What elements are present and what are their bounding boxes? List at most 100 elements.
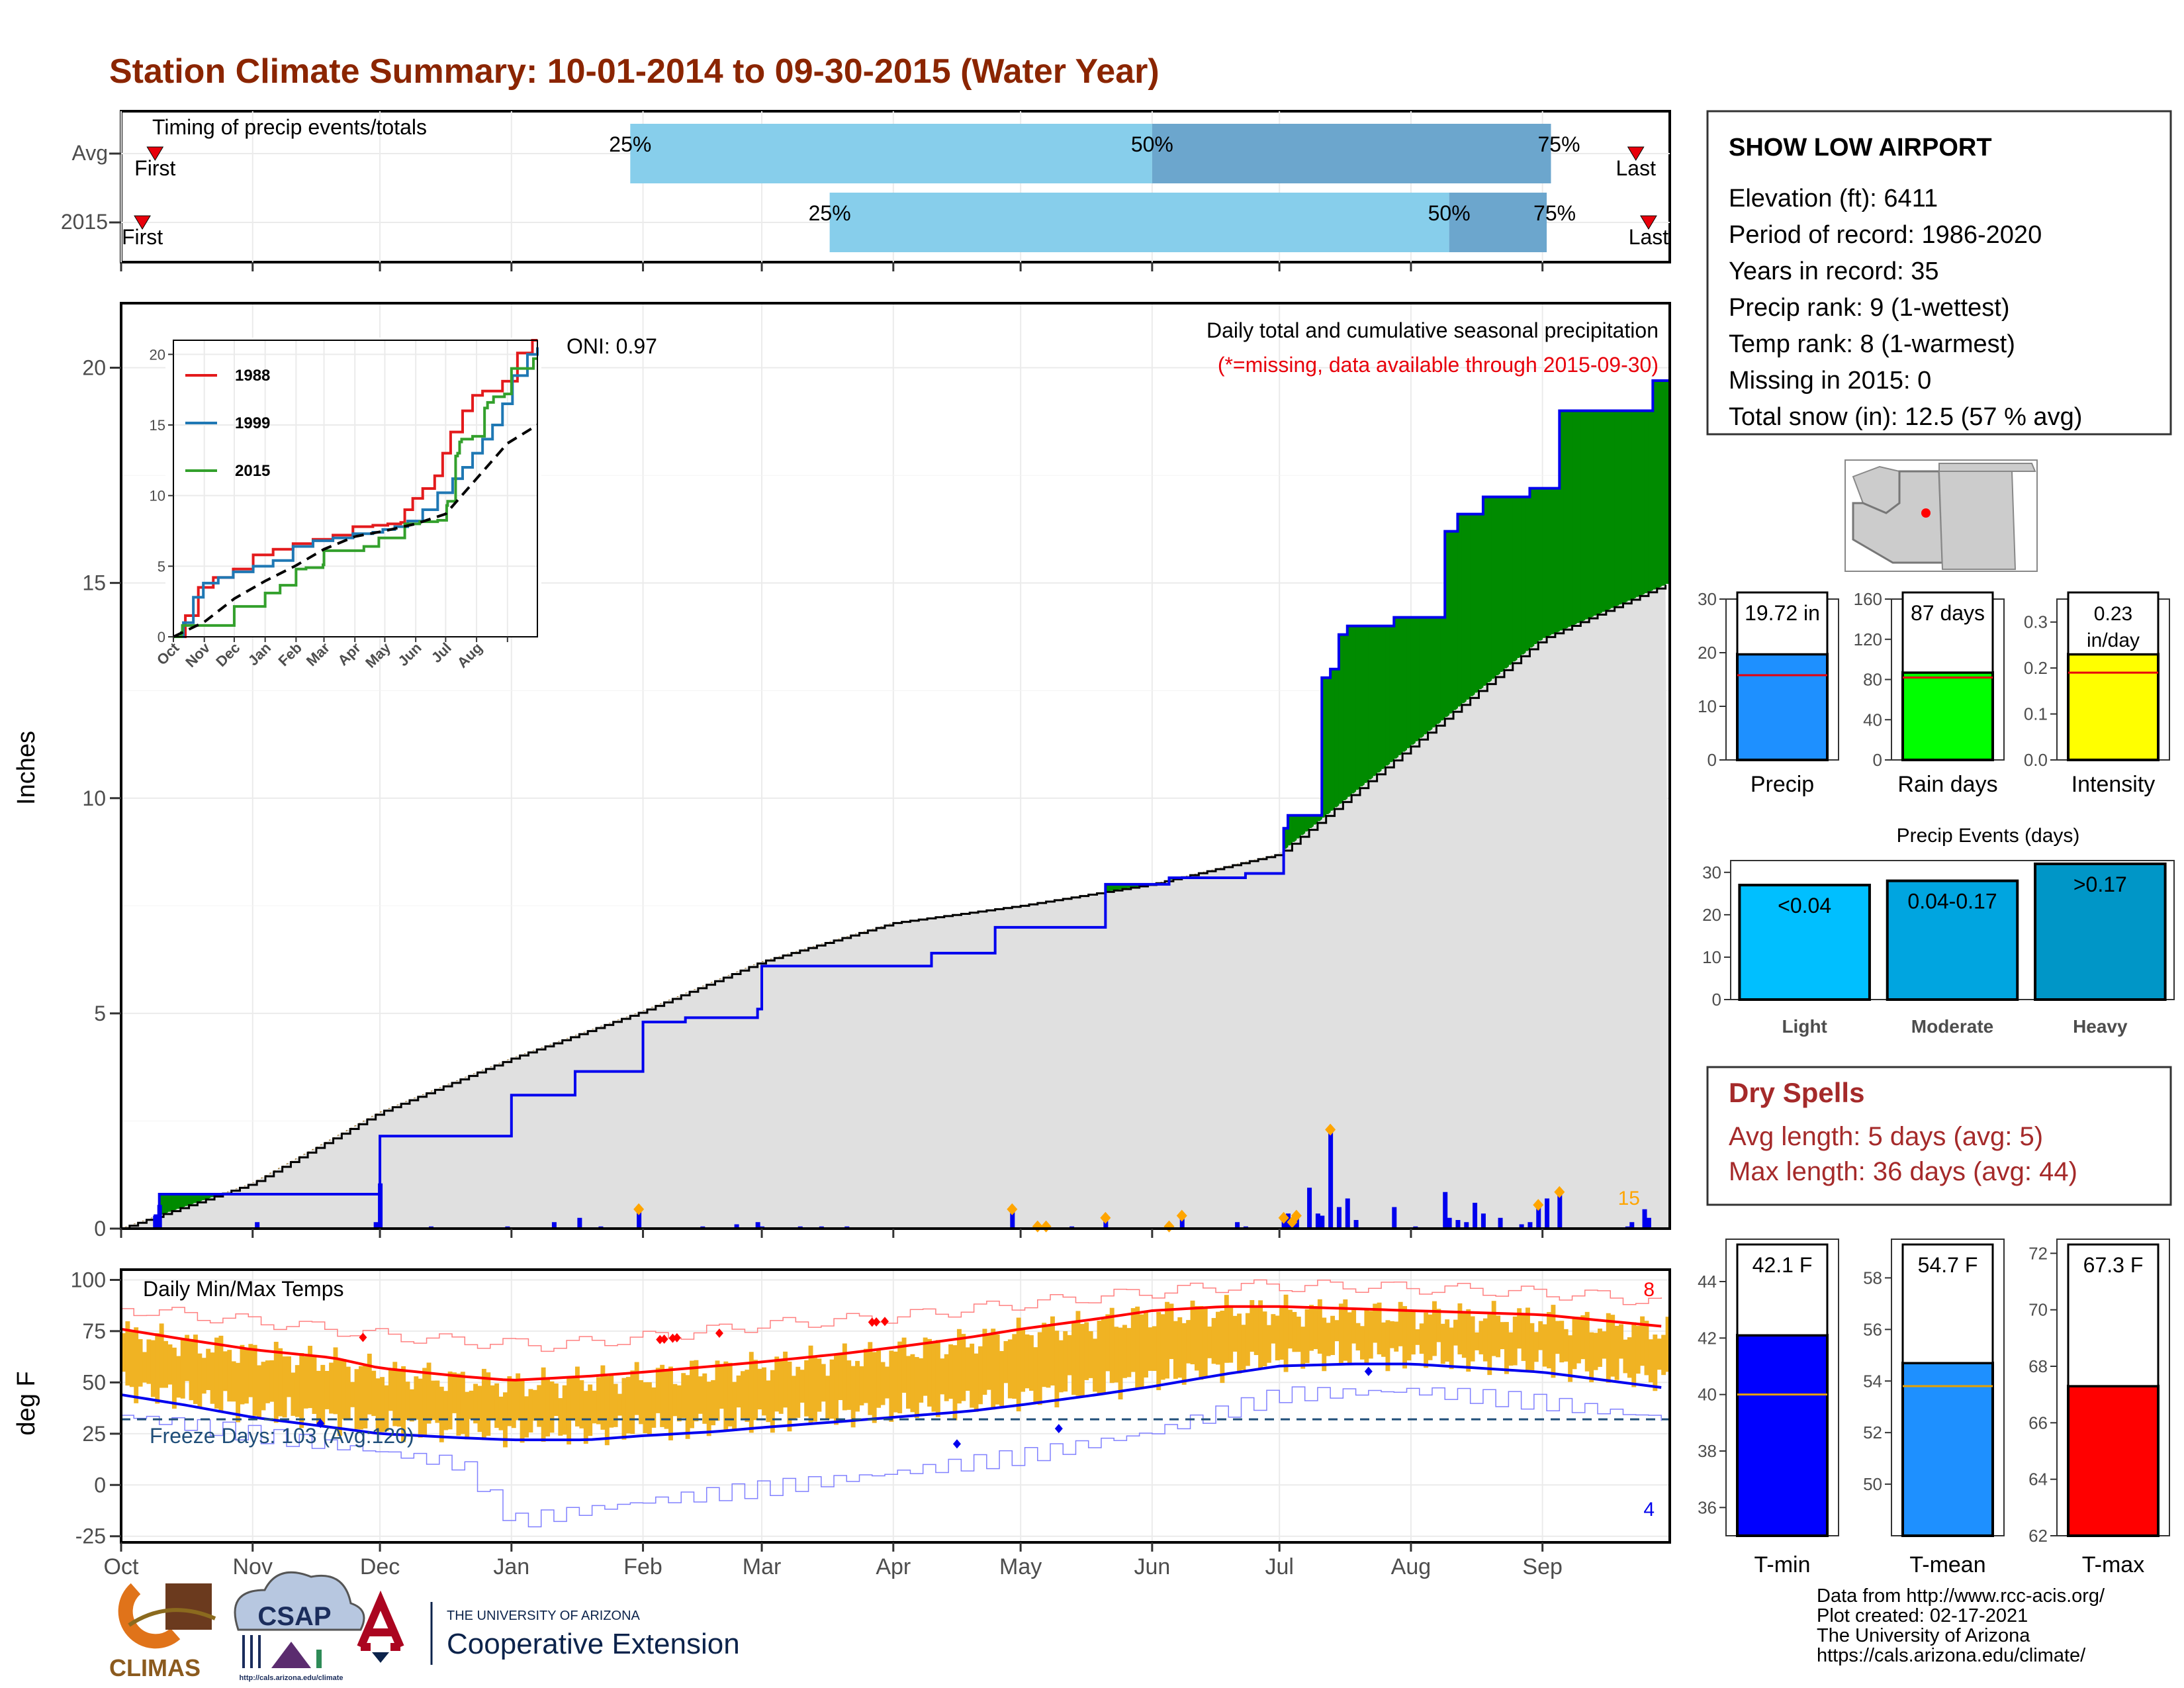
daily-temp-bar: [337, 1358, 342, 1436]
daily-temp-bar: [1220, 1310, 1225, 1383]
daily-temp-bar: [541, 1367, 546, 1442]
above-normal-fill: [1440, 617, 1445, 721]
above-normal-fill: [1563, 410, 1569, 629]
daily-temp-bar: [1533, 1332, 1539, 1362]
precip-y-axis: 0 5 10 15 20: [82, 356, 121, 1241]
first-label: First: [134, 156, 175, 180]
above-normal-fill: [1559, 410, 1565, 631]
timing-labels: Avg 25% 50% 75% First Last 2015 25% 50% 75% First L…: [61, 132, 1668, 249]
daily-temp-bar: [914, 1356, 919, 1419]
inset-legend: 1988 1999 2015: [185, 367, 270, 480]
above-normal-fill: [1542, 488, 1547, 638]
temp-y-tick-label: -25: [75, 1524, 106, 1548]
daily-precip-bar: [157, 1205, 162, 1229]
summary-y-tick-label: 120: [1854, 630, 1882, 649]
daily-temp-bar: [1224, 1295, 1229, 1363]
daily-temp-bar: [180, 1338, 185, 1399]
precip-y-tick-label: 15: [82, 571, 106, 595]
daily-temp-bar: [1547, 1312, 1551, 1369]
above-normal-fill: [1475, 514, 1480, 693]
daily-temp-bar: [1088, 1331, 1093, 1378]
daily-temp-bar: [537, 1385, 542, 1427]
daily-temp-bar: [520, 1378, 525, 1443]
timing-x-ticks: [120, 262, 1544, 271]
daily-temp-bar: [944, 1354, 949, 1401]
climas-logo-block: [165, 1583, 212, 1630]
above-normal-fill: [1109, 884, 1115, 891]
daily-temp-bar: [1351, 1310, 1357, 1344]
daily-temp-bar: [1644, 1321, 1649, 1376]
daily-precip-bar: [755, 1222, 760, 1229]
summary-y-tick-label: 56: [1863, 1319, 1882, 1339]
daily-temp-bar: [1275, 1315, 1280, 1361]
above-normal-fill: [185, 1194, 190, 1206]
daily-temp-bar: [218, 1335, 224, 1413]
daily-temp-bar: [1058, 1340, 1064, 1393]
inset-lines: [173, 339, 539, 638]
daily-temp-bar: [1028, 1335, 1034, 1391]
timing-p75-label: 75%: [1537, 132, 1580, 156]
daily-temp-bar: [1661, 1335, 1666, 1376]
daily-temp-bar: [227, 1350, 232, 1402]
last-label: Last: [1615, 156, 1656, 180]
above-normal-fill: [1589, 410, 1594, 618]
above-normal-fill: [1576, 410, 1581, 624]
daily-precip-bar: [551, 1222, 557, 1229]
daily-precip-bar: [734, 1224, 739, 1229]
daily-temp-bar: [1160, 1314, 1165, 1380]
daily-temp-bar: [252, 1344, 257, 1416]
daily-temp-bar: [727, 1362, 733, 1427]
inset-grid: [173, 340, 537, 637]
record-min-line: [121, 1386, 1662, 1528]
normal-tmax-line: [120, 1305, 1662, 1382]
daily-temp-bar: [1424, 1312, 1429, 1368]
daily-temp-bar: [507, 1376, 512, 1427]
csap-cloud: [234, 1571, 365, 1631]
daily-temp-bar: [1258, 1300, 1263, 1370]
above-normal-fill: [1584, 410, 1590, 620]
temp-ylabel: deg F: [13, 1371, 40, 1435]
daily-temp-bar: [193, 1335, 198, 1404]
daily-temp-bar: [1024, 1334, 1030, 1389]
above-normal-fill: [1449, 531, 1454, 714]
precip-event-marker: [633, 1203, 645, 1215]
daily-temp-bar: [1343, 1299, 1348, 1361]
daily-temp-bar: [1479, 1321, 1484, 1354]
precip-event-marker: [1100, 1211, 1111, 1224]
above-normal-fill: [1521, 496, 1526, 655]
inset-line-1999: [173, 347, 539, 638]
daily-temp-bar: [1436, 1309, 1441, 1342]
inset-y-tick-label: 5: [158, 558, 165, 575]
inset-legend-label-1988: 1988: [235, 367, 270, 385]
above-normal-fill: [1635, 410, 1641, 597]
above-normal-fill: [1283, 828, 1289, 849]
ua-a-mark: [357, 1590, 404, 1651]
daily-temp-bar: [1084, 1322, 1089, 1380]
summary-y-tick-label: 66: [2028, 1413, 2048, 1432]
daily-temp-bar: [1449, 1327, 1454, 1370]
temp-x-axis: Oct Nov Dec Jan Feb Mar Apr May Jun Jul Aug Sep: [104, 1542, 1563, 1579]
above-normal-fill: [176, 1194, 181, 1209]
above-normal-fill: [1644, 410, 1649, 594]
daily-temp-bar: [732, 1382, 737, 1431]
daily-temp-bar: [1385, 1320, 1390, 1372]
temp-x-tick-label-Sep: Sep: [1522, 1554, 1563, 1579]
daily-temp-bar: [1250, 1299, 1255, 1352]
timing-p50-label: 50%: [1428, 201, 1471, 225]
daily-temp-bar: [316, 1370, 321, 1426]
daily-temp-bar: [859, 1366, 864, 1406]
daily-temp-bar: [278, 1348, 283, 1417]
daily-temp-bar: [1610, 1315, 1615, 1377]
daily-temp-bar: [1496, 1315, 1501, 1358]
daily-temp-bar: [248, 1344, 253, 1397]
csap-mountain: [271, 1642, 311, 1668]
summary-category-Precip: Precip: [1751, 772, 1814, 797]
above-normal-fill: [1122, 884, 1127, 889]
daily-temp-bar: [906, 1356, 911, 1409]
daily-temp-bar: [206, 1348, 211, 1390]
daily-temp-bar: [588, 1384, 593, 1436]
daily-temp-bar: [1381, 1322, 1386, 1357]
daily-temp-bar: [214, 1337, 219, 1409]
station-location-marker: [1921, 508, 1931, 518]
dry-spells-title: Dry Spells: [1729, 1077, 1864, 1108]
